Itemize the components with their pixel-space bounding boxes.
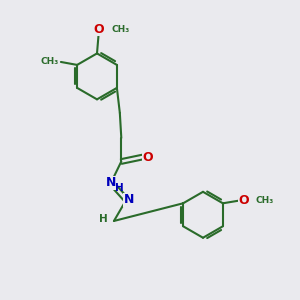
Text: CH₃: CH₃ bbox=[40, 58, 58, 67]
Text: CH₃: CH₃ bbox=[256, 196, 274, 205]
Text: O: O bbox=[142, 151, 153, 164]
Text: O: O bbox=[93, 23, 104, 36]
Text: N: N bbox=[124, 193, 134, 206]
Text: H: H bbox=[115, 183, 124, 193]
Text: CH₃: CH₃ bbox=[112, 25, 130, 34]
Text: O: O bbox=[238, 194, 249, 207]
Text: N: N bbox=[106, 176, 116, 189]
Text: H: H bbox=[99, 214, 107, 224]
